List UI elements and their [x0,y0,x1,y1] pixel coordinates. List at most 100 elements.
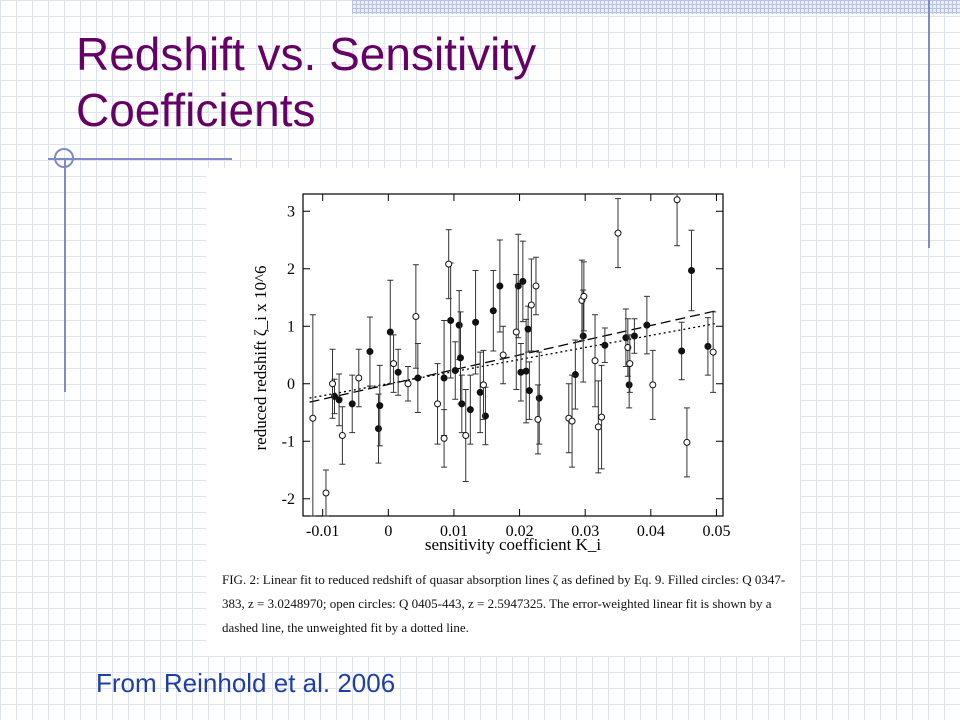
open-marker [598,413,606,421]
filled-marker [630,332,638,340]
y-tick-label: 1 [287,318,295,335]
y-tick-label: -2 [282,491,295,508]
open-data-point [329,348,337,419]
open-data-point [673,193,681,247]
filled-data-point [386,279,394,385]
filled-data-point [625,361,633,409]
dashed-fit-line [309,310,717,403]
filled-marker [688,266,695,274]
x-tick-label: 0.05 [702,523,730,540]
open-data-point [412,264,420,369]
filled-data-point [447,262,455,379]
filled-marker [466,406,474,414]
filled-data-point [348,374,356,434]
open-marker [673,196,681,204]
dotted-fit-line [309,322,717,399]
filled-data-point [519,240,527,323]
filled-data-point [535,351,543,445]
open-marker [499,351,507,359]
filled-marker [571,371,579,379]
decor-vertical-line-left [64,160,66,392]
open-marker [527,301,535,309]
open-marker [338,432,346,439]
filled-data-point [366,316,374,387]
open-data-point [434,363,442,445]
open-data-point [594,380,602,474]
filled-marker [374,425,382,433]
filled-data-point [472,269,480,375]
open-marker [532,282,540,290]
open-data-point [534,384,542,455]
open-data-point [309,314,317,517]
open-marker [649,381,657,389]
filled-data-point [630,318,638,354]
open-marker [614,229,622,237]
filled-marker [472,318,480,326]
open-marker [591,357,599,365]
open-marker [534,415,542,423]
filled-marker [458,400,466,408]
y-tick-label: 3 [287,203,295,220]
filled-data-point [335,373,343,427]
filled-data-point [414,343,422,413]
open-marker [479,381,487,389]
filled-data-point [451,341,459,400]
filled-marker [376,402,384,410]
open-marker [412,312,420,320]
filled-data-point [455,290,463,361]
x-tick-label: 0.04 [637,523,665,540]
decor-horizontal-line [48,158,232,160]
filled-marker [522,367,530,375]
open-marker [580,292,588,300]
filled-data-point [579,289,587,383]
plot-frame [302,193,724,517]
open-marker [329,380,337,388]
open-data-point [626,334,634,393]
open-marker [440,434,448,442]
filled-data-point [704,317,712,376]
x-tick-label: 0.03 [571,523,599,540]
open-data-point [322,469,330,517]
y-axis-label: reduced redshift ζ_i x 10^6 [251,266,270,451]
open-data-point [355,348,363,408]
open-data-point [568,374,576,468]
open-marker [462,432,470,439]
figure-panel: -0.01 0 0.01 0.02 0.03 0.04 0.05 -2 -1 0 1 2 3 sens… [206,168,800,656]
open-marker [322,489,330,497]
open-data-point [527,258,535,352]
filled-marker [348,400,356,408]
figure-caption: FIG. 2: Linear fit to reduced redshift o… [222,572,786,635]
filled-data-point [376,364,384,447]
open-data-point [683,407,691,478]
filled-marker [678,347,686,355]
open-data-point [709,311,717,393]
open-data-point [499,325,507,385]
open-marker [355,374,363,382]
filled-data-point [496,239,504,333]
decor-vertical-line-right [928,0,930,248]
fit-lines [309,310,717,403]
open-marker [683,438,691,446]
open-marker [404,380,412,388]
filled-data-point [524,305,532,353]
filled-data-point [601,327,609,363]
open-data-point [404,366,412,402]
open-marker [568,417,576,425]
open-data-point [390,334,398,393]
filled-marker [601,341,609,349]
x-tick-label: 0.02 [506,523,534,540]
open-data-point [512,274,520,390]
open-data-point [598,364,606,470]
filled-marker [625,381,633,389]
filled-marker [579,332,587,340]
open-data-point [614,198,622,269]
x-axis-label: sensitivity coefficient K_i [425,535,602,554]
open-marker [390,360,398,368]
open-data-point [445,229,453,300]
filled-marker [496,282,504,290]
filled-marker [451,367,459,375]
filled-data-point [525,361,533,420]
open-marker [709,348,717,356]
filled-marker [524,325,532,333]
filled-marker [447,317,455,324]
